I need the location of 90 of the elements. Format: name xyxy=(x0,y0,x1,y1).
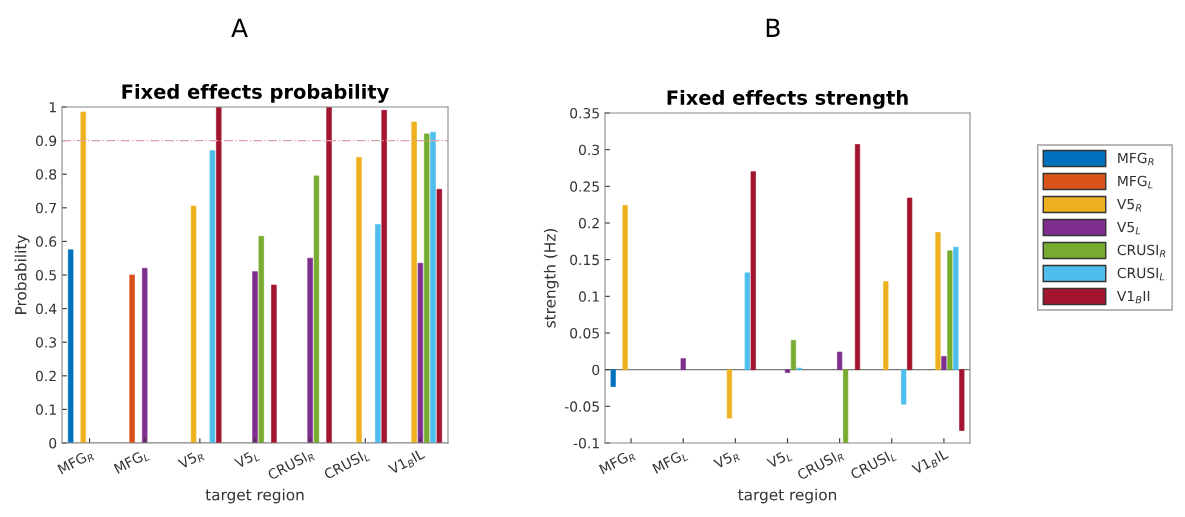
y-tick-label: 0.8 xyxy=(35,169,57,180)
y-tick-label: 0.3 xyxy=(578,144,600,156)
legend-label: CRUSI$_{L}$ xyxy=(1117,267,1165,281)
y-tick-label: 0.35 xyxy=(570,107,599,119)
bar xyxy=(784,369,791,373)
y-tick-label: 0.2 xyxy=(35,370,56,382)
bar xyxy=(790,339,797,371)
x-tick-label: V5$_{L}$ xyxy=(233,448,261,471)
bar xyxy=(680,358,686,371)
bar xyxy=(375,224,381,443)
legend-label: V5$_{L}$ xyxy=(1116,221,1141,235)
bar xyxy=(307,257,313,443)
x-tick-label: CRUSI$_{R}$ xyxy=(796,448,845,483)
bar xyxy=(142,267,148,443)
y-tick-label: 0.2 xyxy=(578,217,599,229)
x-tick-label: CRUSI$_{L}$ xyxy=(323,448,371,482)
bar xyxy=(907,197,913,371)
y-tick-label: 0.9 xyxy=(35,135,57,147)
y-tick-label: 0.7 xyxy=(35,202,56,214)
x-tick-label: V5$_{R}$ xyxy=(712,448,741,472)
legend-label: CRUSI$_{R}$ xyxy=(1117,244,1166,258)
y-tick-label: -0.05 xyxy=(564,401,599,412)
bar xyxy=(837,351,843,371)
y-tick-label: 0.25 xyxy=(570,181,599,192)
x-tick-label: MFG$_{R}$ xyxy=(57,448,95,477)
y-axis-title: Probability xyxy=(14,235,30,314)
y-tick-label: 0.05 xyxy=(570,327,599,339)
text: A xyxy=(231,18,248,37)
y-tick-label: 0.3 xyxy=(35,337,57,348)
x-tick-label: CRUSI$_{L}$ xyxy=(849,448,897,482)
bar xyxy=(424,133,430,443)
bar xyxy=(750,171,756,371)
y-tick-label: 0.6 xyxy=(35,236,57,247)
y-tick-label: 0.4 xyxy=(35,303,57,315)
bar xyxy=(854,144,861,371)
bar xyxy=(67,249,74,443)
y-tick-label: -0.1 xyxy=(573,437,599,449)
x-tick-label: CRUSI$_{R}$ xyxy=(266,448,315,483)
y-axis-title: strength (Hz) xyxy=(543,229,559,328)
y-tick-label: 0 xyxy=(592,364,600,376)
legend-label: V1$_{B}$II xyxy=(1116,290,1150,304)
x-tick-label: V1$_{B}$IL xyxy=(387,448,427,477)
bar xyxy=(959,369,965,431)
y-tick-label: 0.5 xyxy=(35,269,56,281)
text: B xyxy=(766,18,780,37)
bar xyxy=(417,262,424,443)
chart-title: Fixed effects strength xyxy=(667,89,908,109)
bar xyxy=(726,369,732,419)
y-tick-label: 0.1 xyxy=(578,291,599,302)
bar xyxy=(901,369,907,405)
y-tick-label: 0.15 xyxy=(570,254,599,266)
bar xyxy=(744,272,750,371)
bar xyxy=(258,236,265,443)
bar xyxy=(610,369,616,387)
y-tick-label: 0 xyxy=(49,437,57,449)
bar xyxy=(190,205,197,443)
bar xyxy=(436,188,443,443)
x-tick-label: MFG$_{L}$ xyxy=(113,448,150,476)
bar xyxy=(411,121,417,443)
bar xyxy=(271,284,277,443)
bar xyxy=(953,246,959,371)
bar xyxy=(947,250,953,371)
x-tick-label: V1$_{B}$IL xyxy=(911,448,950,477)
bar xyxy=(935,232,941,371)
bar xyxy=(326,107,332,443)
bar xyxy=(883,281,889,371)
chart-title: Fixed effects probability xyxy=(122,83,389,103)
bar xyxy=(252,271,258,443)
bar xyxy=(129,274,135,443)
x-tick-label: V5$_{L}$ xyxy=(766,448,793,471)
bar xyxy=(80,111,86,443)
legend-label: V5$_{R}$ xyxy=(1116,198,1142,212)
legend-label: MFG$_{R}$ xyxy=(1118,152,1154,166)
x-tick-label: MFG$_{R}$ xyxy=(598,448,636,477)
legend-label: MFG$_{L}$ xyxy=(1118,175,1153,189)
y-tick-label: 0.1 xyxy=(35,404,56,415)
bar xyxy=(622,205,628,371)
bar xyxy=(430,131,436,443)
x-axis-title: target region xyxy=(738,488,837,504)
x-axis-title: target region xyxy=(205,488,304,504)
bar xyxy=(381,110,387,443)
bar xyxy=(313,175,320,443)
x-tick-label: V5$_{R}$ xyxy=(177,448,205,472)
y-tick-label: 1 xyxy=(49,102,56,113)
bar xyxy=(356,157,362,443)
bar xyxy=(209,150,216,443)
x-tick-label: MFG$_{L}$ xyxy=(652,448,689,476)
bar xyxy=(216,107,222,443)
bar xyxy=(843,369,849,443)
bar xyxy=(941,356,947,371)
